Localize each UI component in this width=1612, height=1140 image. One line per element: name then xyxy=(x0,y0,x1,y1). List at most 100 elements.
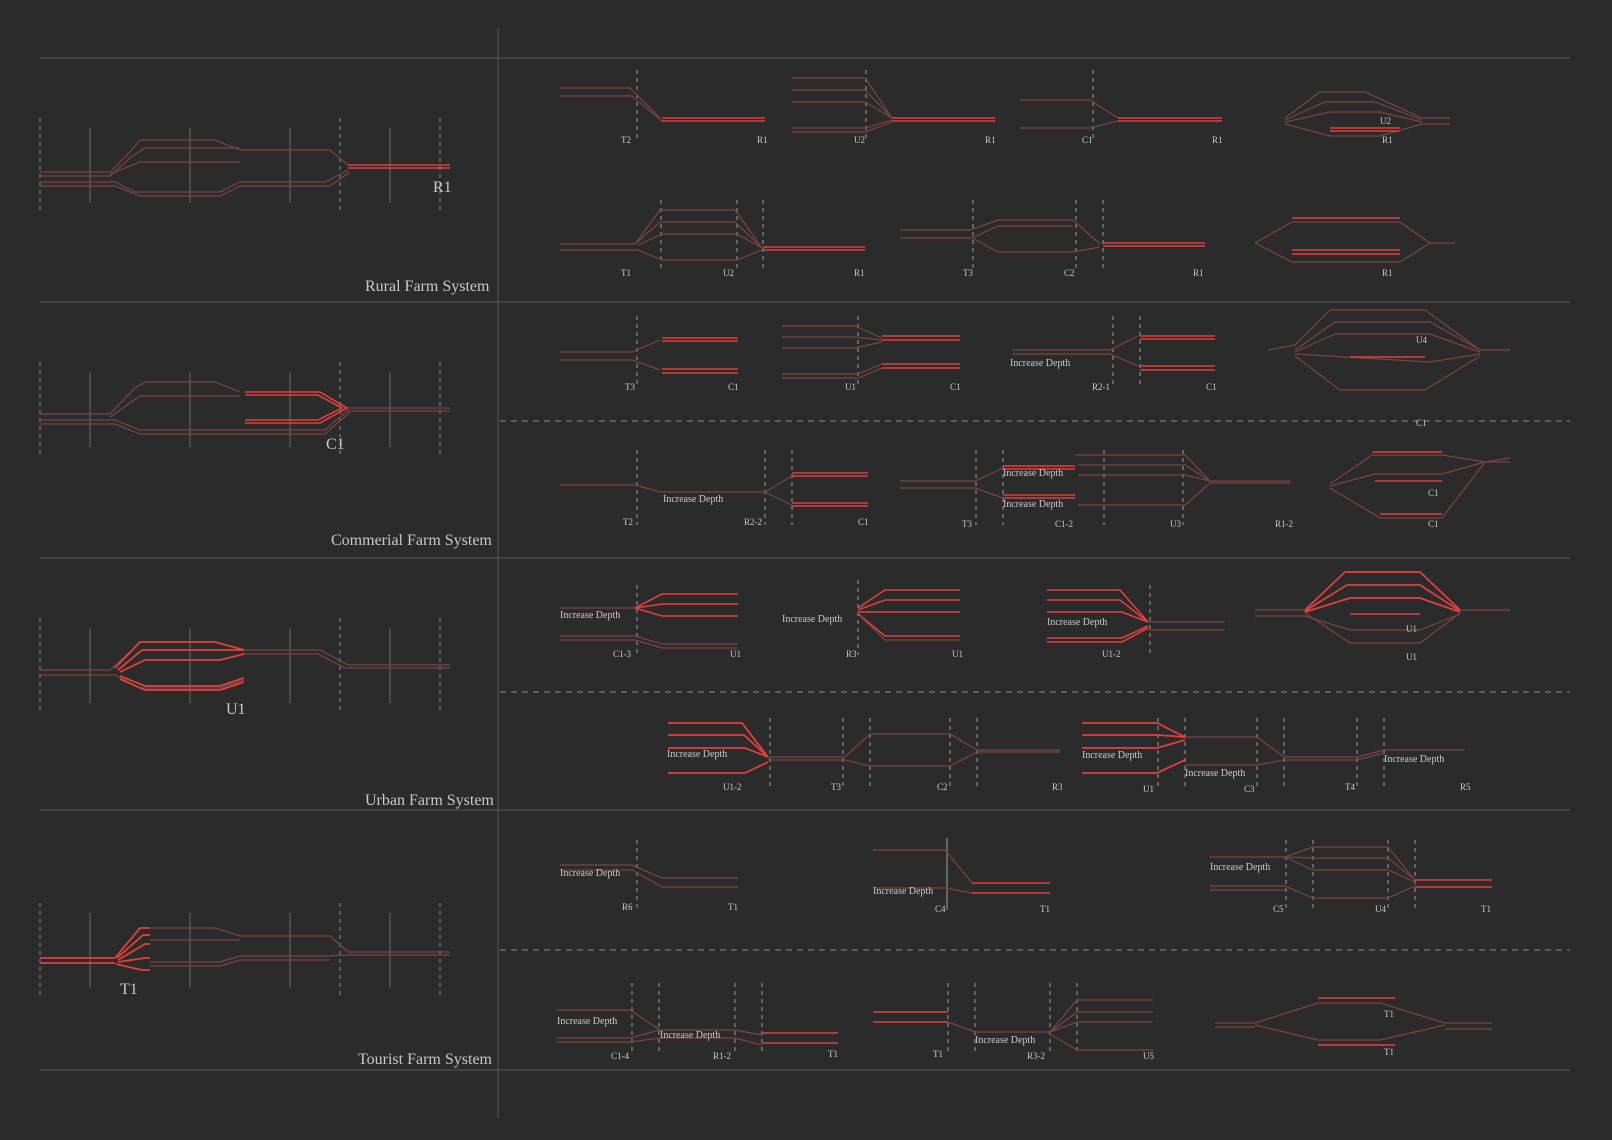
comm-sub-6 xyxy=(900,450,1290,525)
comm-sub-3-label: R2-1 xyxy=(1092,382,1110,392)
comm-sub-3-note: Increase Depth xyxy=(1010,358,1070,369)
urban-sub-5 xyxy=(668,718,1060,790)
tourist-sub-2-label: T1 xyxy=(1040,904,1050,914)
rural-sub-1-label: R1 xyxy=(757,135,768,145)
rural-sub-2 xyxy=(792,70,995,140)
urban-sub-6-note: Increase Depth xyxy=(1384,754,1444,765)
comm-sub-6-label: R1-2 xyxy=(1275,519,1293,529)
tourist-sub-4-label: R1-2 xyxy=(713,1051,731,1061)
tourist-sub-5-label: T1 xyxy=(933,1049,943,1059)
tourist-sub-4-label: T1 xyxy=(828,1049,838,1059)
tourist-sub-5-label: R3-2 xyxy=(1027,1051,1045,1061)
tourist-sub-5 xyxy=(873,983,1153,1055)
tourist-sub-5-note: Increase Depth xyxy=(975,1035,1035,1046)
tourist-sub-3 xyxy=(1210,840,1492,910)
urban-sub-6-note: Increase Depth xyxy=(1185,768,1245,779)
urban-sub-6 xyxy=(1082,718,1465,790)
rural-sub-5-label: R1 xyxy=(854,268,865,278)
urban-sub-4-label: U1 xyxy=(1406,652,1417,662)
rural-sub-2-label: R1 xyxy=(985,135,996,145)
comm-sub-3 xyxy=(1012,316,1215,388)
tourist-sub-6-label: T1 xyxy=(1384,1047,1394,1057)
comm-sub-1 xyxy=(560,316,738,388)
comm-sub-5-label: R2-2 xyxy=(744,517,762,527)
comm-sub-6-note: Increase Depth xyxy=(1003,468,1063,479)
main-diagram-commercial xyxy=(39,361,450,458)
comm-sub-1-label: T3 xyxy=(625,382,635,392)
tourist-sub-3-label: C5 xyxy=(1273,904,1284,914)
urban-sub-5-label: C2 xyxy=(937,782,948,792)
comm-sub-5-label: C1 xyxy=(858,517,869,527)
tourist-sub-4-note: Increase Depth xyxy=(557,1016,617,1027)
urban-sub-2-note: Increase Depth xyxy=(782,614,842,625)
tourist-sub-6 xyxy=(1215,997,1492,1046)
rural-sub-6-label: R1 xyxy=(1193,268,1204,278)
tourist-sub-2-label: C4 xyxy=(935,904,946,914)
rural-sub-4-label: R1 xyxy=(1382,135,1393,145)
sub-dividers xyxy=(500,420,1570,951)
main-label-rural: R1 xyxy=(433,179,452,196)
comm-sub-6-label: T3 xyxy=(962,519,972,529)
urban-sub-3 xyxy=(1047,585,1225,655)
rural-sub-3 xyxy=(1020,70,1222,140)
main-label-tourist: T1 xyxy=(120,981,138,998)
rural-sub-5 xyxy=(560,200,865,272)
rural-sub-6 xyxy=(900,200,1205,272)
comm-sub-4-label: U4 xyxy=(1416,335,1427,345)
comm-sub-6-label: C1-2 xyxy=(1055,519,1073,529)
urban-sub-2-label: R3 xyxy=(846,649,857,659)
urban-sub-5-label: R3 xyxy=(1052,782,1063,792)
tourist-sub-4-note: Increase Depth xyxy=(660,1030,720,1041)
tourist-sub-2-note: Increase Depth xyxy=(873,886,933,897)
section-title-rural: Rural Farm System xyxy=(365,278,490,295)
urban-sub-4 xyxy=(1255,571,1510,644)
tourist-sub-3-label: U4 xyxy=(1375,904,1386,914)
rural-sub-3-label: C1 xyxy=(1082,135,1093,145)
comm-sub-7-label: C1 xyxy=(1428,488,1439,498)
urban-sub-2 xyxy=(857,580,960,655)
rural-sub-2-label: U2 xyxy=(854,135,865,145)
tourist-sub-1 xyxy=(560,840,738,910)
urban-sub-3-note: Increase Depth xyxy=(1047,617,1107,628)
comm-sub-7-label: C1 xyxy=(1428,519,1439,529)
urban-sub-3-label: U1-2 xyxy=(1102,649,1121,659)
comm-sub-1-label: C1 xyxy=(728,382,739,392)
comm-sub-4-label: C1 xyxy=(1416,418,1427,428)
tourist-sub-3-note: Increase Depth xyxy=(1210,862,1270,873)
main-label-urban: U1 xyxy=(226,701,246,718)
comm-sub-6-label: U3 xyxy=(1170,519,1181,529)
comm-sub-2-label: C1 xyxy=(950,382,961,392)
comm-sub-7 xyxy=(1329,451,1511,519)
urban-sub-5-label: U1-2 xyxy=(723,782,742,792)
rural-sub-1-label: T2 xyxy=(621,135,631,145)
tourist-sub-1-label: T1 xyxy=(728,902,738,912)
comm-sub-5-label: T2 xyxy=(623,517,633,527)
tourist-sub-1-label: R6 xyxy=(622,902,633,912)
rural-sub-7-label: R1 xyxy=(1382,268,1393,278)
urban-sub-1-label: U1 xyxy=(730,649,741,659)
urban-sub-5-note: Increase Depth xyxy=(667,749,727,760)
main-diagram-rural xyxy=(39,117,450,214)
rural-sub-3-label: R1 xyxy=(1212,135,1223,145)
comm-sub-5 xyxy=(560,450,868,525)
comm-sub-4 xyxy=(1267,309,1510,391)
comm-sub-3-label: C1 xyxy=(1206,382,1217,392)
urban-sub-1-label: C1-3 xyxy=(613,649,632,659)
tourist-sub-5-label: U5 xyxy=(1143,1051,1154,1061)
tourist-sub-4-label: C1-4 xyxy=(611,1051,630,1061)
urban-sub-6-note: Increase Depth xyxy=(1082,750,1142,761)
main-diagram-tourist xyxy=(39,902,450,999)
section-title-tourist: Tourist Farm System xyxy=(358,1051,493,1068)
tourist-sub-2 xyxy=(873,838,1050,910)
urban-sub-2-label: U1 xyxy=(952,649,963,659)
comm-sub-2-label: U1 xyxy=(845,382,856,392)
tourist-sub-4 xyxy=(557,983,838,1055)
rural-sub-4 xyxy=(1284,91,1450,137)
rural-sub-5-label: U2 xyxy=(723,268,734,278)
rural-sub-7 xyxy=(1254,217,1455,263)
section-title-commercial: Commerial Farm System xyxy=(331,532,492,549)
rural-sub-1 xyxy=(560,70,765,140)
rural-sub-6-label: T3 xyxy=(963,268,973,278)
